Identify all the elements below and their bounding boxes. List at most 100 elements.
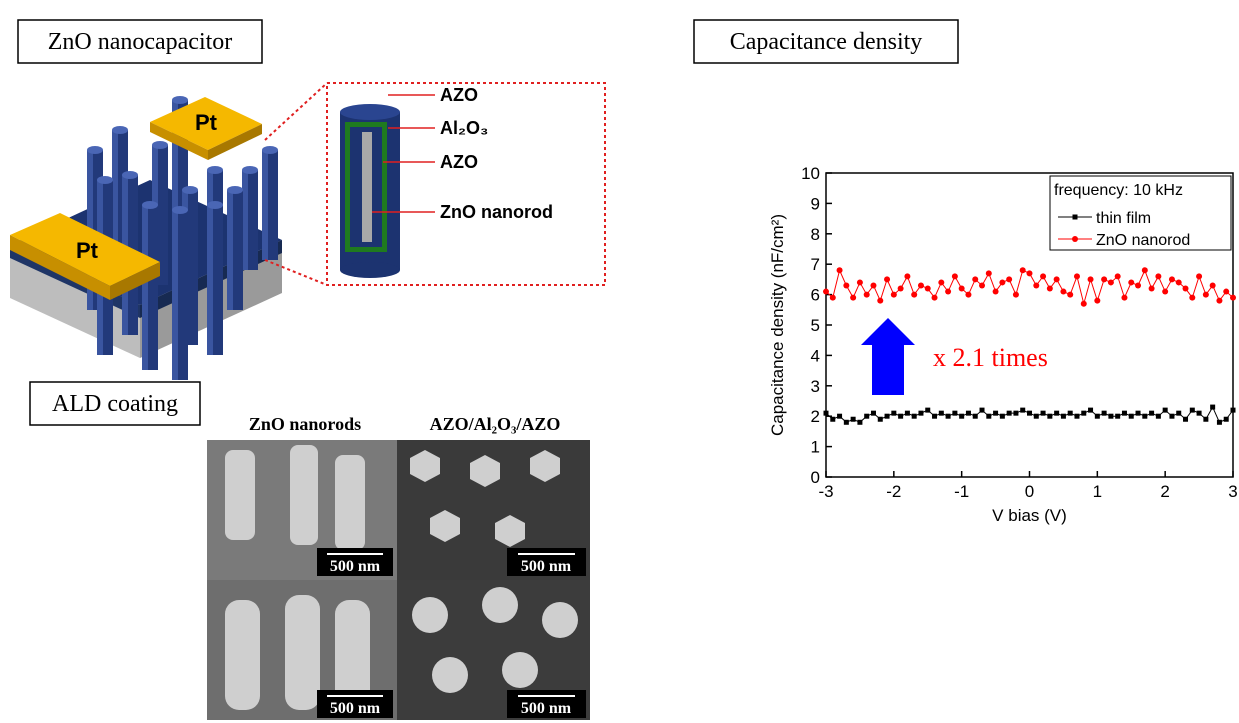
point (1169, 276, 1175, 282)
point (844, 420, 849, 425)
point (911, 292, 917, 298)
zoom-view (265, 83, 605, 285)
chart: 012345678910-3-2-10123V bias (V)Capacita… (768, 164, 1238, 525)
layer-label: AZO (440, 152, 478, 172)
y-tick-label: 7 (811, 255, 820, 274)
scale-bar: 500 nm (521, 700, 572, 717)
point (1047, 286, 1053, 292)
x-tick-label: -1 (954, 482, 969, 501)
x-tick-label: 1 (1093, 482, 1102, 501)
point (877, 298, 883, 304)
point (1230, 295, 1236, 301)
point (965, 292, 971, 298)
point (1190, 408, 1195, 413)
point (1149, 286, 1155, 292)
point (1217, 420, 1222, 425)
point (1183, 286, 1189, 292)
point (1047, 414, 1052, 419)
point (1060, 289, 1066, 295)
y-tick-label: 1 (811, 438, 820, 457)
point (1155, 273, 1161, 279)
point (1203, 292, 1209, 298)
y-tick-label: 6 (811, 286, 820, 305)
x-tick-label: 0 (1025, 482, 1034, 501)
point (1115, 414, 1120, 419)
point (1162, 289, 1168, 295)
point (857, 279, 863, 285)
point (925, 408, 930, 413)
sem-images (207, 440, 590, 720)
point (1095, 414, 1100, 419)
point (939, 411, 944, 416)
point (1203, 417, 1208, 422)
layer-label: Al₂O₃ (440, 118, 488, 138)
point (1122, 411, 1127, 416)
point (1013, 292, 1019, 298)
point (993, 411, 998, 416)
point (1149, 411, 1154, 416)
y-tick-label: 10 (801, 164, 820, 183)
annotation: x 2.1 times (933, 343, 1048, 372)
scale-bar: 500 nm (521, 558, 572, 575)
point (1156, 414, 1161, 419)
scale-bar: 500 nm (330, 700, 381, 717)
point (1216, 298, 1222, 304)
legend-title: frequency: 10 kHz (1054, 182, 1183, 199)
point (1000, 414, 1005, 419)
point (952, 411, 957, 416)
point (1081, 301, 1087, 307)
point (938, 279, 944, 285)
point (1223, 289, 1229, 295)
point (1115, 273, 1121, 279)
point (1088, 276, 1094, 282)
point (1108, 414, 1113, 419)
point (1013, 411, 1018, 416)
point (904, 273, 910, 279)
point (972, 276, 978, 282)
point (891, 292, 897, 298)
x-tick-label: -3 (818, 482, 833, 501)
y-tick-label: 4 (811, 346, 820, 365)
point (851, 417, 856, 422)
point (830, 295, 836, 301)
point (837, 267, 843, 273)
point (830, 417, 835, 422)
point (1210, 282, 1216, 288)
point (1074, 273, 1080, 279)
point (824, 411, 829, 416)
pillar (172, 206, 188, 380)
legend-marker (1072, 236, 1078, 242)
point (1074, 414, 1079, 419)
pt-label: Pt (195, 110, 218, 135)
point (871, 411, 876, 416)
point (1088, 408, 1093, 413)
figure: ZnO nanocapacitor Capacitance density AL… (0, 0, 1239, 723)
pillar (242, 166, 258, 270)
y-tick-label: 2 (811, 407, 820, 426)
point (979, 282, 985, 288)
panel-title: ZnO nanocapacitor (48, 29, 233, 55)
layer-label: AZO (440, 85, 478, 105)
point (898, 414, 903, 419)
point (986, 270, 992, 276)
point (1041, 411, 1046, 416)
point (912, 414, 917, 419)
point (885, 414, 890, 419)
point (952, 273, 958, 279)
point (1034, 414, 1039, 419)
pt-label: Pt (76, 238, 99, 263)
x-axis-label: V bias (V) (992, 506, 1067, 525)
point (1224, 417, 1229, 422)
point (1142, 414, 1147, 419)
point (993, 289, 999, 295)
point (1101, 276, 1107, 282)
point (1197, 411, 1202, 416)
point (932, 414, 937, 419)
arrow (861, 318, 915, 395)
point (1007, 411, 1012, 416)
point (1054, 411, 1059, 416)
point (1142, 267, 1148, 273)
y-tick-label: 5 (811, 316, 820, 335)
point (1068, 411, 1073, 416)
pillar (262, 146, 278, 260)
